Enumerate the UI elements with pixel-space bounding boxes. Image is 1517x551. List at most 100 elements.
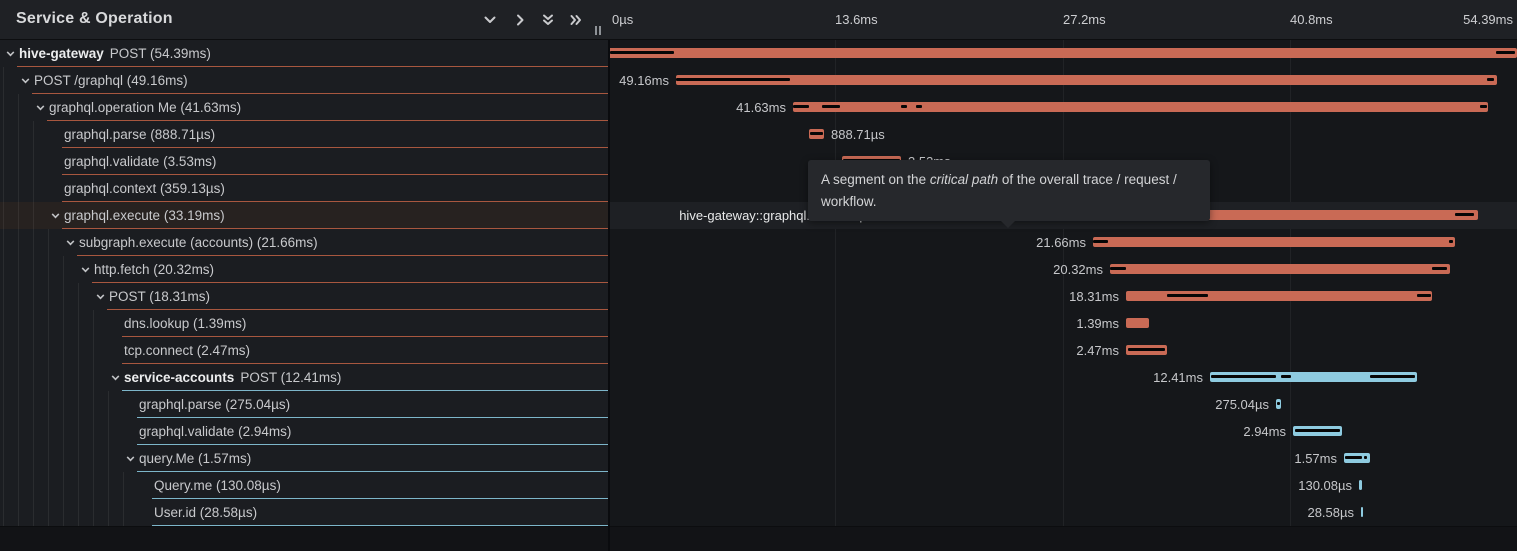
trace-row[interactable]: subgraph.execute (accounts) (21.66ms) 21.… [0, 229, 1517, 256]
span-name: dns.lookup (1.39ms) [124, 316, 247, 331]
indent-guide [78, 472, 79, 499]
panel-divider[interactable] [608, 0, 610, 551]
chevron-right-icon[interactable] [513, 13, 527, 27]
timeline-gridline [1290, 0, 1291, 526]
span-duration-label: 49.16ms [619, 73, 669, 88]
span-duration-label: 18.31ms [1069, 289, 1119, 304]
row-left-bg [0, 472, 608, 499]
panel-resize-handle-icon[interactable] [594, 26, 604, 36]
trace-row[interactable]: POST (18.31ms) 18.31ms [0, 283, 1517, 310]
span-duration-bar[interactable] [1361, 507, 1363, 517]
trace-row[interactable]: graphql.validate (2.94ms) 2.94ms [0, 418, 1517, 445]
span-duration-bar[interactable] [1093, 237, 1455, 247]
timeline-gridline [1063, 0, 1064, 526]
span-duration-bar[interactable] [608, 48, 1517, 58]
span-duration-label: 41.63ms [736, 100, 786, 115]
span-duration-label: 1.39ms [1076, 316, 1119, 331]
span-duration-bar[interactable] [1126, 291, 1432, 301]
indent-guide [108, 391, 109, 418]
span-duration-bar[interactable] [793, 102, 1488, 112]
span-name: Query.me (130.08µs) [154, 478, 281, 493]
span-duration-bar[interactable] [1359, 480, 1362, 490]
indent-guide [63, 445, 64, 472]
critical-path-segment [1277, 402, 1280, 405]
row-separator [62, 174, 608, 175]
row-right-bg [610, 391, 1517, 418]
trace-row[interactable]: User.id (28.58µs) 28.58µs [0, 499, 1517, 526]
indent-guide [33, 229, 34, 256]
trace-row[interactable]: query.Me (1.57ms) 1.57ms [0, 445, 1517, 472]
span-duration-bar[interactable] [1276, 399, 1281, 409]
trace-row[interactable]: graphql.execute (33.19ms) hive-gateway::g… [0, 202, 1517, 229]
indent-guide [3, 175, 4, 202]
row-left-bg [0, 418, 608, 445]
trace-row[interactable]: Query.me (130.08µs) 130.08µs [0, 472, 1517, 499]
critical-path-segment [676, 78, 790, 81]
indent-guide [48, 418, 49, 445]
critical-path-segment [1449, 240, 1453, 243]
row-right-bg [610, 472, 1517, 499]
trace-row[interactable]: graphql.context (359.13µs)359.13µs [0, 175, 1517, 202]
indent-guide [18, 445, 19, 472]
indent-guide [33, 310, 34, 337]
span-name: hive-gateway POST (54.39ms) [19, 46, 211, 61]
indent-guide [33, 499, 34, 526]
indent-guide [33, 283, 34, 310]
span-name: graphql.execute (33.19ms) [64, 208, 225, 223]
span-duration-bar[interactable] [1126, 345, 1167, 355]
span-duration-bar[interactable] [1344, 453, 1370, 463]
span-duration-bar[interactable] [1126, 318, 1149, 328]
indent-guide [93, 499, 94, 526]
indent-guide [48, 499, 49, 526]
span-duration-bar[interactable] [676, 75, 1497, 85]
span-duration-label: 21.66ms [1036, 235, 1086, 250]
span-duration-bar[interactable] [1293, 426, 1342, 436]
trace-row[interactable]: http.fetch (20.32ms) 20.32ms [0, 256, 1517, 283]
indent-guide [3, 121, 4, 148]
indent-guide [93, 364, 94, 391]
span-name: service-accounts POST (12.41ms) [124, 370, 342, 385]
critical-path-segment [1417, 294, 1431, 297]
double-chevron-right-icon[interactable] [569, 13, 583, 27]
row-left-bg [0, 310, 608, 337]
span-duration-bar[interactable] [1110, 264, 1450, 274]
critical-path-segment [1211, 375, 1276, 378]
trace-row[interactable]: tcp.connect (2.47ms) 2.47ms [0, 337, 1517, 364]
indent-guide [93, 445, 94, 472]
service-name: hive-gateway [19, 46, 104, 61]
span-duration-bar[interactable] [1210, 372, 1417, 382]
chevron-down-icon[interactable] [483, 13, 497, 27]
row-separator [152, 498, 608, 499]
trace-row[interactable]: POST /graphql (49.16ms) 49.16ms [0, 67, 1517, 94]
row-left-bg [0, 499, 608, 526]
critical-path-segment [1295, 429, 1340, 432]
row-right-bg [610, 337, 1517, 364]
double-chevron-down-icon[interactable] [541, 13, 555, 27]
indent-guide [63, 364, 64, 391]
indent-guide [48, 337, 49, 364]
trace-row[interactable]: graphql.operation Me (41.63ms) 41.63ms [0, 94, 1517, 121]
indent-guide [48, 391, 49, 418]
trace-row[interactable]: graphql.parse (275.04µs) 275.04µs [0, 391, 1517, 418]
row-separator [77, 255, 608, 256]
indent-guide [63, 418, 64, 445]
trace-row[interactable]: dns.lookup (1.39ms) 1.39ms [0, 310, 1517, 337]
critical-path-segment [1487, 78, 1494, 81]
span-duration-label: 130.08µs [1298, 478, 1352, 493]
row-separator [137, 471, 608, 472]
critical-path-segment [610, 51, 674, 54]
indent-guide [78, 310, 79, 337]
row-separator [92, 282, 608, 283]
indent-guide [3, 229, 4, 256]
trace-row[interactable]: graphql.validate (3.53ms)3.53ms [0, 148, 1517, 175]
span-duration-bar[interactable] [809, 129, 824, 139]
indent-guide [78, 445, 79, 472]
trace-row[interactable]: graphql.parse (888.71µs) 888.71µs [0, 121, 1517, 148]
indent-guide [78, 364, 79, 391]
bottom-strip [0, 526, 1517, 551]
trace-row[interactable]: service-accounts POST (12.41ms) 12.41ms [0, 364, 1517, 391]
row-separator [122, 336, 608, 337]
trace-row[interactable]: hive-gateway POST (54.39ms) [0, 40, 1517, 67]
indent-guide [33, 337, 34, 364]
indent-guide [93, 418, 94, 445]
